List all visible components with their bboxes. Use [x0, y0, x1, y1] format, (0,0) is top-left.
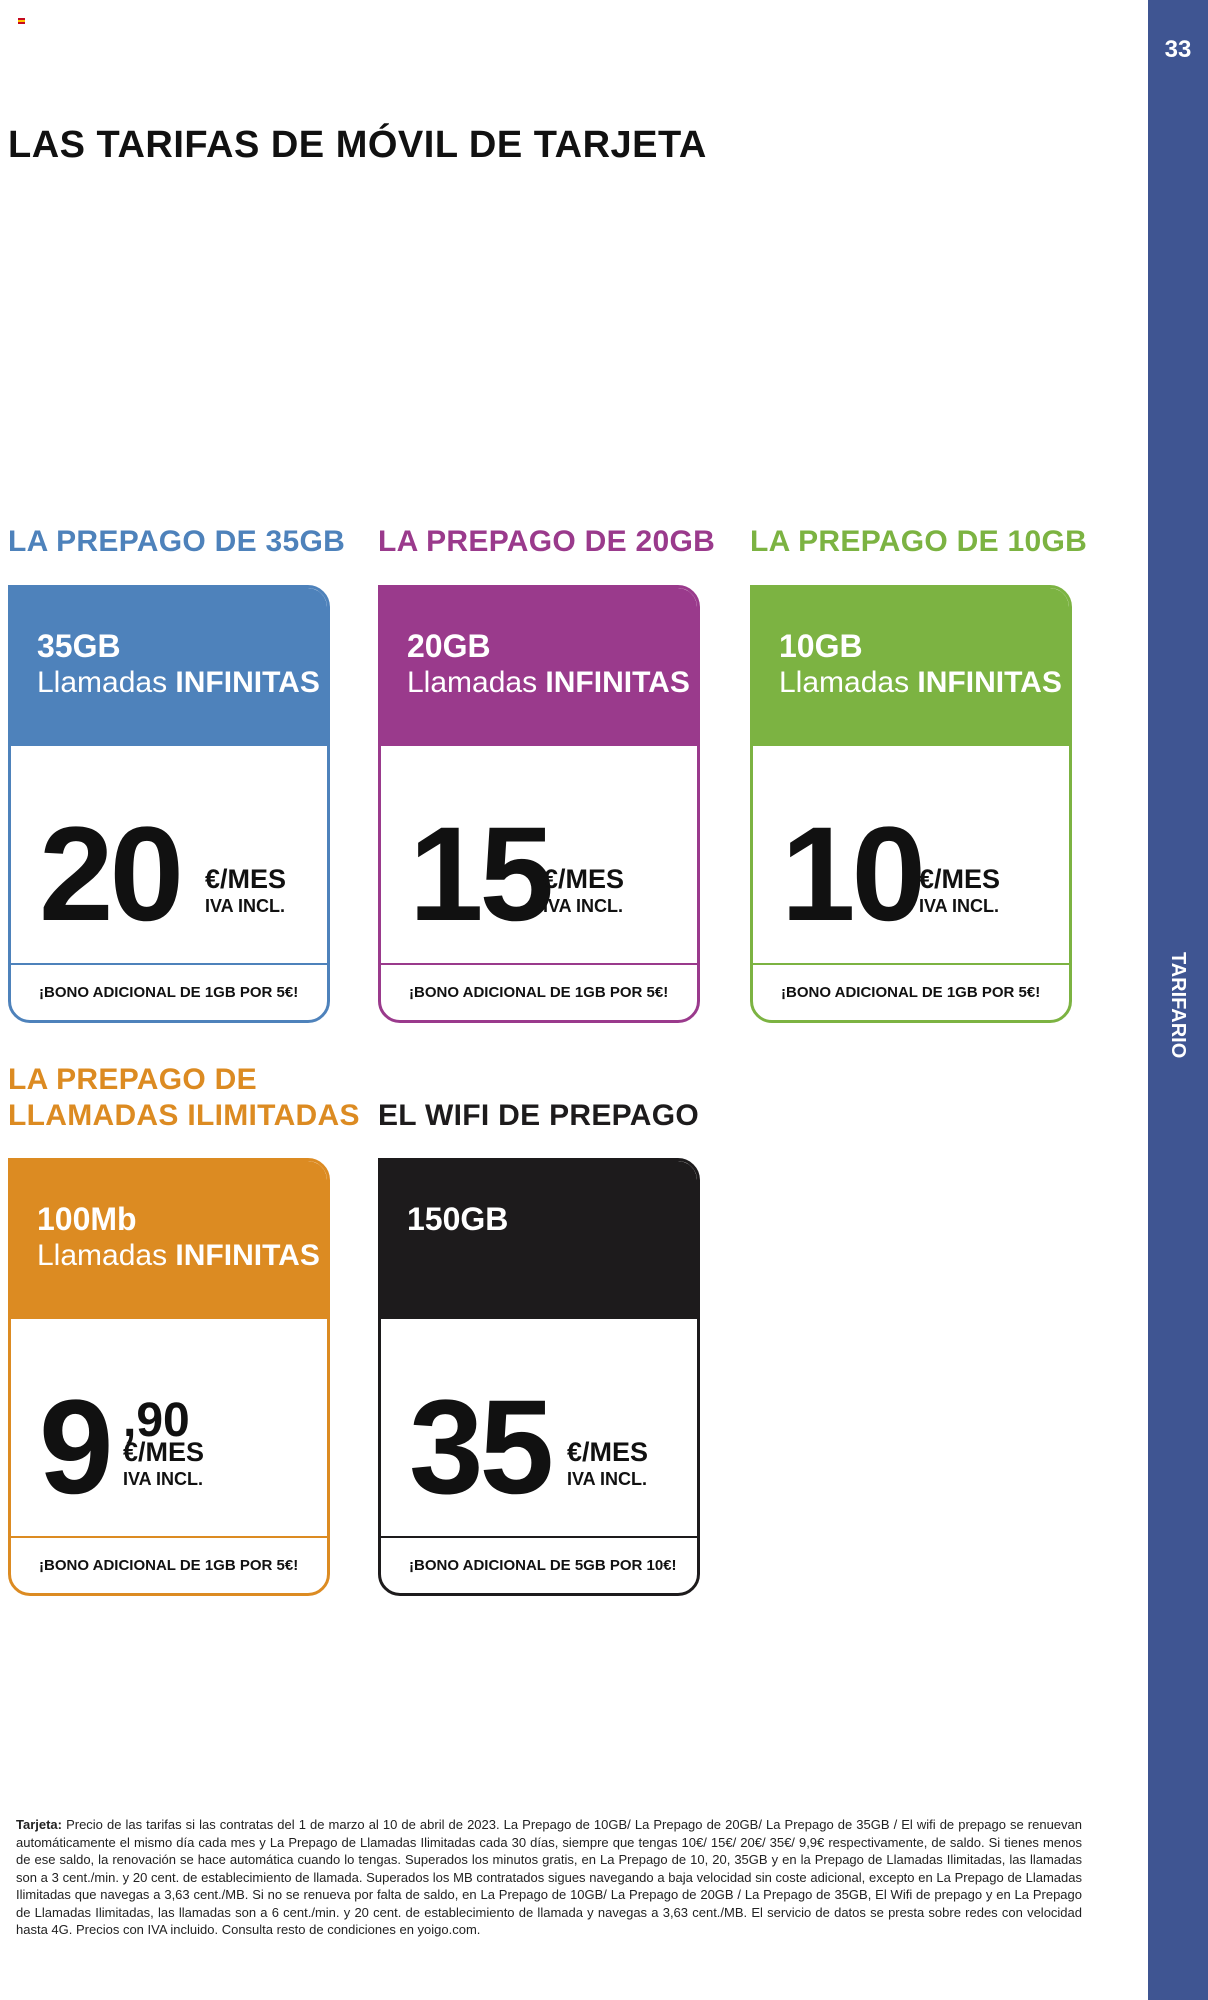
price-period: €/MES	[567, 1437, 649, 1467]
data-allowance: 20GB	[407, 628, 491, 664]
plan-card-header: 100Mb Llamadas INFINITAS	[11, 1161, 327, 1319]
plan-card-35gb[interactable]: 35GB Llamadas INFINITAS 20 €/MES IVA INC…	[8, 585, 330, 1023]
plan-heading-20gb: LA PREPAGO DE 20GB	[378, 525, 716, 558]
price-amount: 9	[39, 1373, 114, 1522]
plan-card-header: 35GB Llamadas INFINITAS	[11, 588, 327, 746]
tax-note: IVA INCL.	[567, 1469, 647, 1489]
tax-note: IVA INCL.	[123, 1469, 203, 1489]
plan-card-wifi[interactable]: 150GB 35 €/MES IVA INCL. ¡BONO ADICIONAL…	[378, 1158, 700, 1596]
legal-footnote: Tarjeta: Precio de las tarifas si las co…	[16, 1816, 1082, 1939]
plan-card-header: 20GB Llamadas INFINITAS	[381, 588, 697, 746]
price-amount: 20	[39, 800, 184, 949]
plan-heading-10gb: LA PREPAGO DE 10GB	[750, 525, 1088, 558]
card-divider	[753, 963, 1069, 965]
price-period: €/MES	[543, 864, 625, 894]
bonus-offer: ¡BONO ADICIONAL DE 1GB POR 5€!	[781, 984, 1041, 1001]
calls-label: Llamadas INFINITAS	[37, 666, 320, 699]
footnote-label: Tarjeta:	[16, 1817, 62, 1832]
calls-label: Llamadas INFINITAS	[37, 1239, 320, 1272]
tax-note: IVA INCL.	[543, 896, 623, 916]
page-title: LAS TARIFAS DE MÓVIL DE TARJETA	[8, 124, 707, 166]
price-period: €/MES	[205, 864, 287, 894]
data-allowance: 100Mb	[37, 1201, 137, 1237]
bonus-offer: ¡BONO ADICIONAL DE 1GB POR 5€!	[39, 984, 299, 1001]
bonus-offer: ¡BONO ADICIONAL DE 5GB POR 10€!	[409, 1557, 677, 1574]
plan-card-llamadas-ilimitadas[interactable]: 100Mb Llamadas INFINITAS 9 ,90 €/MES IVA…	[8, 1158, 330, 1596]
price-amount: 15	[409, 800, 554, 949]
footnote-text: Precio de las tarifas si las contratas d…	[16, 1817, 1082, 1937]
calls-label: Llamadas INFINITAS	[407, 666, 690, 699]
plan-heading-35gb: LA PREPAGO DE 35GB	[8, 525, 346, 558]
calls-label: Llamadas INFINITAS	[779, 666, 1062, 699]
plan-card-header: 10GB Llamadas INFINITAS	[753, 588, 1069, 746]
data-allowance: 35GB	[37, 628, 121, 664]
price-period: €/MES	[123, 1437, 205, 1467]
tax-note: IVA INCL.	[919, 896, 999, 916]
plan-heading-wifi: EL WIFI DE PREPAGO	[378, 1099, 699, 1132]
sidebar-tab: 33 TARIFARIO	[1148, 0, 1208, 2000]
bonus-offer: ¡BONO ADICIONAL DE 1GB POR 5€!	[39, 1557, 299, 1574]
price-amount: 10	[781, 800, 926, 949]
section-tab-label: TARIFARIO	[1167, 952, 1189, 1059]
card-divider	[11, 963, 327, 965]
tax-note: IVA INCL.	[205, 896, 285, 916]
card-divider	[381, 1536, 697, 1538]
price-period: €/MES	[919, 864, 1001, 894]
data-allowance: 150GB	[407, 1201, 509, 1237]
data-allowance: 10GB	[779, 628, 863, 664]
bonus-offer: ¡BONO ADICIONAL DE 1GB POR 5€!	[409, 984, 669, 1001]
plan-card-header: 150GB	[381, 1161, 697, 1319]
card-divider	[381, 963, 697, 965]
page-number: 33	[1164, 36, 1192, 63]
plan-card-20gb[interactable]: 20GB Llamadas INFINITAS 15 €/MES IVA INC…	[378, 585, 700, 1023]
price-decimal: ,90	[123, 1394, 190, 1447]
plan-heading-llamadas-ilimitadas: LA PREPAGO DE LLAMADAS ILIMITADAS	[8, 1063, 360, 1132]
price-amount: 35	[409, 1373, 554, 1522]
plan-card-10gb[interactable]: 10GB Llamadas INFINITAS 10 €/MES IVA INC…	[750, 585, 1072, 1023]
card-divider	[11, 1536, 327, 1538]
spain-flag-icon	[18, 18, 25, 24]
